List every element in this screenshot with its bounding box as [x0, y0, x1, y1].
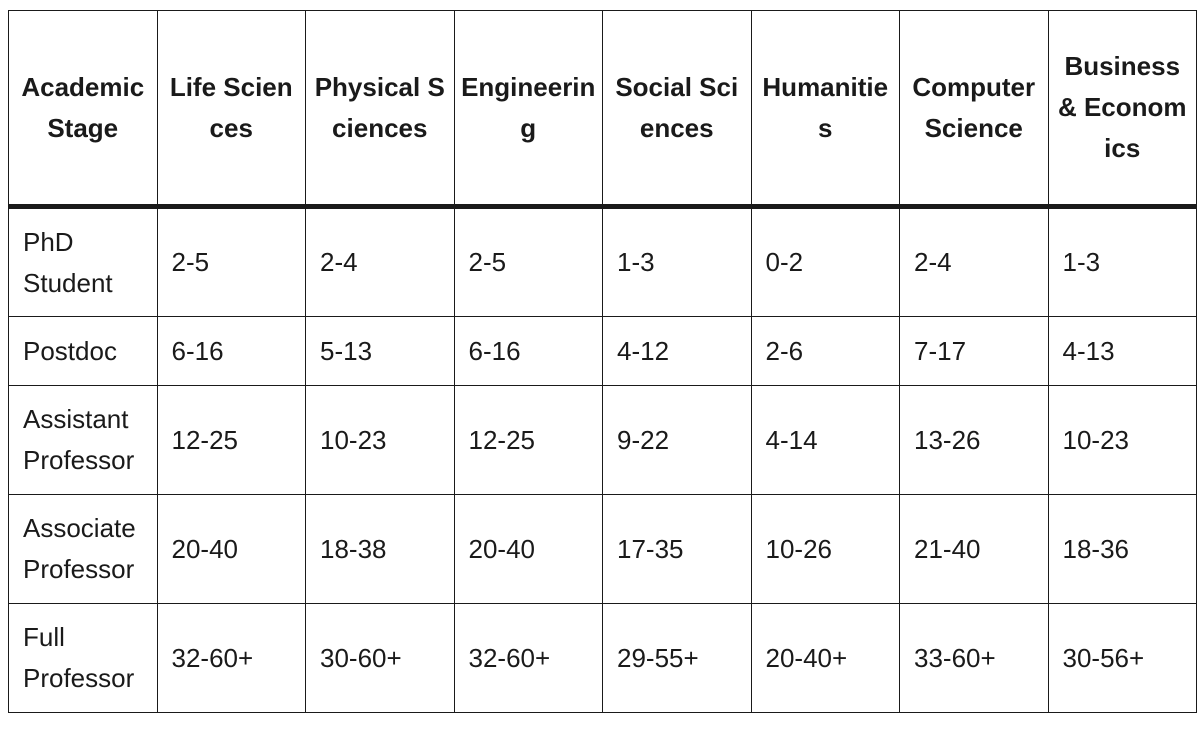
table-header: Academic Stage Life Sciences Physical Sc…: [8, 10, 1197, 209]
table-cell: 18-38: [305, 494, 455, 604]
row-label-cell: Assistant Professor: [8, 385, 158, 495]
table-cell: 30-60+: [305, 603, 455, 713]
table-cell: 32-60+: [453, 603, 603, 713]
table-cell: 0-2: [750, 206, 900, 317]
table-cell: 4-12: [602, 316, 752, 386]
data-table-container: Academic Stage Life Sciences Physical Sc…: [8, 10, 1197, 713]
table-row: Associate Professor 20-40 18-38 20-40 17…: [8, 494, 1197, 604]
table-cell: 5-13: [305, 316, 455, 386]
table-cell: 6-16: [453, 316, 603, 386]
table-row: Full Professor 32-60+ 30-60+ 32-60+ 29-5…: [8, 603, 1197, 713]
header-row: Academic Stage Life Sciences Physical Sc…: [8, 10, 1197, 209]
table-cell: 10-26: [750, 494, 900, 604]
header-engineering: Engineering: [453, 10, 603, 209]
table-cell: 10-23: [305, 385, 455, 495]
table-cell: 4-13: [1047, 316, 1197, 386]
table-body: PhD Student 2-5 2-4 2-5 1-3 0-2 2-4 1-3 …: [8, 206, 1197, 713]
table-cell: 7-17: [899, 316, 1049, 386]
header-social-sciences: Social Sciences: [602, 10, 752, 209]
row-label-cell: PhD Student: [8, 206, 158, 317]
table-cell: 2-5: [156, 206, 306, 317]
header-humanities: Humanities: [750, 10, 900, 209]
table-cell: 2-4: [899, 206, 1049, 317]
header-business-economics: Business & Economics: [1047, 10, 1197, 209]
table-cell: 20-40: [453, 494, 603, 604]
table-cell: 20-40+: [750, 603, 900, 713]
table-cell: 12-25: [156, 385, 306, 495]
table-cell: 13-26: [899, 385, 1049, 495]
header-physical-sciences: Physical Sciences: [305, 10, 455, 209]
table-cell: 30-56+: [1047, 603, 1197, 713]
header-life-sciences: Life Sciences: [156, 10, 306, 209]
table-cell: 10-23: [1047, 385, 1197, 495]
table-row: PhD Student 2-5 2-4 2-5 1-3 0-2 2-4 1-3: [8, 206, 1197, 317]
table-cell: 2-4: [305, 206, 455, 317]
table-cell: 9-22: [602, 385, 752, 495]
table-row: Assistant Professor 12-25 10-23 12-25 9-…: [8, 385, 1197, 495]
row-label-cell: Associate Professor: [8, 494, 158, 604]
header-academic-stage: Academic Stage: [8, 10, 158, 209]
table-cell: 32-60+: [156, 603, 306, 713]
table-cell: 17-35: [602, 494, 752, 604]
table-cell: 29-55+: [602, 603, 752, 713]
table-cell: 1-3: [1047, 206, 1197, 317]
data-table: Academic Stage Life Sciences Physical Sc…: [8, 10, 1197, 713]
header-computer-science: Computer Science: [899, 10, 1049, 209]
table-cell: 33-60+: [899, 603, 1049, 713]
table-cell: 2-5: [453, 206, 603, 317]
table-cell: 6-16: [156, 316, 306, 386]
table-cell: 21-40: [899, 494, 1049, 604]
table-row: Postdoc 6-16 5-13 6-16 4-12 2-6 7-17 4-1…: [8, 316, 1197, 386]
table-cell: 2-6: [750, 316, 900, 386]
table-cell: 1-3: [602, 206, 752, 317]
table-cell: 20-40: [156, 494, 306, 604]
row-label-cell: Full Professor: [8, 603, 158, 713]
table-cell: 4-14: [750, 385, 900, 495]
row-label-cell: Postdoc: [8, 316, 158, 386]
table-cell: 18-36: [1047, 494, 1197, 604]
table-cell: 12-25: [453, 385, 603, 495]
